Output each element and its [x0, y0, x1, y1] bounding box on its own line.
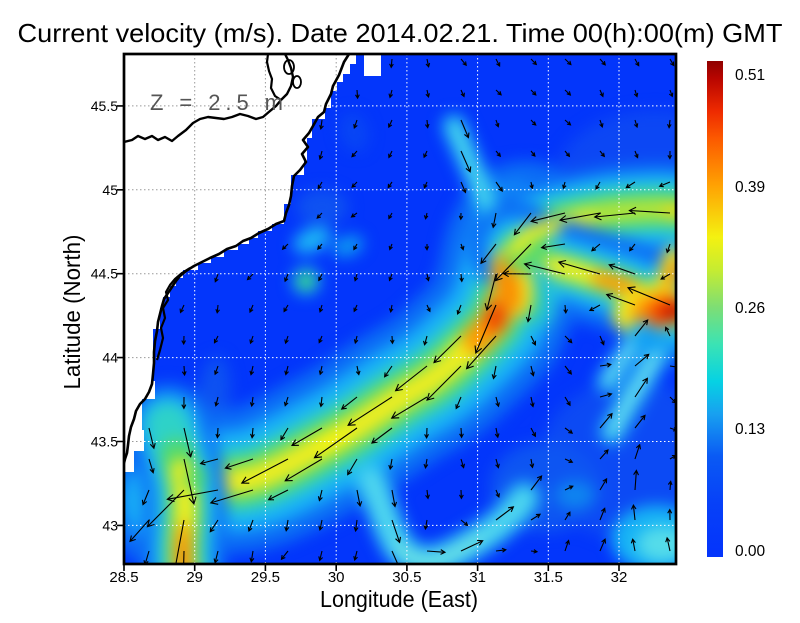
svg-text:0.51: 0.51: [735, 67, 765, 84]
svg-text:30.5: 30.5: [392, 569, 421, 586]
svg-text:31: 31: [469, 569, 486, 586]
svg-text:Current velocity (m/s). Date 2: Current velocity (m/s). Date 2014.02.21.…: [18, 18, 783, 48]
svg-text:0.00: 0.00: [735, 543, 766, 560]
svg-text:Longitude (East): Longitude (East): [320, 586, 478, 612]
svg-text:31.5: 31.5: [534, 569, 563, 586]
svg-text:29: 29: [186, 569, 203, 586]
svg-text:45.5: 45.5: [91, 98, 118, 114]
svg-text:0.39: 0.39: [735, 179, 765, 196]
svg-text:32: 32: [611, 569, 628, 586]
svg-text:45: 45: [102, 182, 118, 198]
svg-text:28.5: 28.5: [109, 569, 138, 586]
svg-text:43: 43: [102, 517, 118, 533]
svg-text:44.5: 44.5: [91, 266, 118, 282]
svg-text:0.26: 0.26: [735, 300, 765, 317]
svg-text:43.5: 43.5: [91, 434, 118, 450]
svg-text:Latitude (North): Latitude (North): [59, 235, 85, 390]
svg-text:29.5: 29.5: [251, 569, 280, 586]
svg-text:30: 30: [328, 569, 345, 586]
svg-text:44: 44: [102, 350, 118, 366]
svg-text:0.13: 0.13: [735, 421, 765, 438]
